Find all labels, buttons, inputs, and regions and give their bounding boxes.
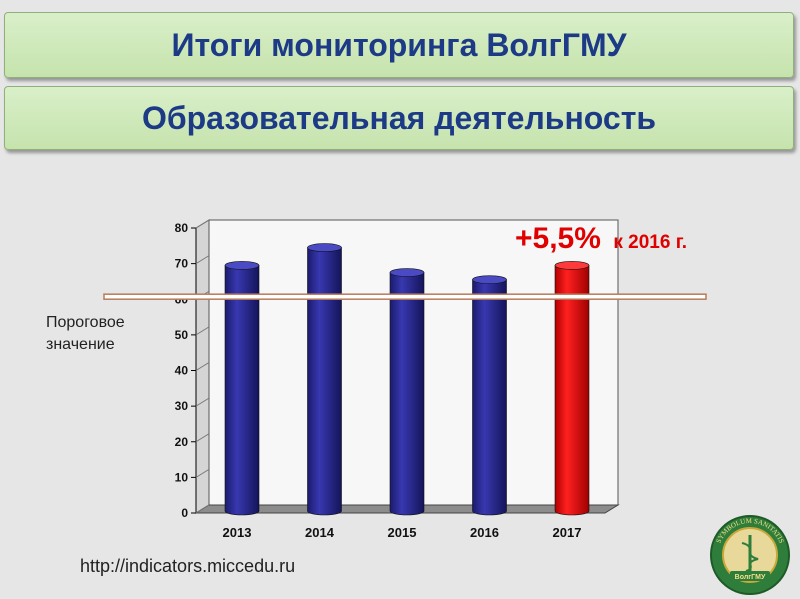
y-gridstub (195, 433, 210, 443)
x-axis: 2013 2014 2015 2016 2017 (223, 525, 582, 540)
bars-group (224, 243, 590, 516)
subtitle-banner: Образовательная деятельность (4, 86, 794, 150)
y-gridstub (195, 326, 210, 336)
bar-2016 (472, 275, 507, 516)
y-gridstub (195, 468, 210, 478)
y-gridstub (195, 397, 210, 407)
bar-top (472, 275, 507, 284)
bar-body (472, 279, 507, 516)
bar-body (224, 265, 260, 516)
x-tick-label: 2014 (305, 525, 335, 540)
source-url[interactable]: http://indicators.miccedu.ru (80, 556, 296, 576)
bar-2013 (224, 261, 260, 516)
bar-2014 (307, 243, 342, 516)
bar-body (389, 272, 425, 516)
y-tick-label: 0 (181, 506, 188, 520)
title-banner: Итоги мониторинга ВолгГМУ (4, 12, 794, 78)
university-emblem: ВолгГМУ SYMBOLUM SANITATIS (710, 515, 790, 595)
growth-suffix: к 2016 г. (613, 232, 687, 253)
growth-annotation: +5,5% к 2016 г. (515, 222, 687, 255)
slide-subtitle: Образовательная деятельность (141, 100, 657, 136)
growth-value: +5,5% (515, 222, 601, 255)
y-gridstub (195, 255, 210, 265)
bar-top (307, 243, 342, 252)
bar-top (224, 261, 260, 270)
y-tick-label: 70 (175, 257, 189, 271)
bar-body (307, 247, 342, 516)
bar-body (554, 265, 590, 516)
y-tick-label: 40 (175, 364, 189, 378)
emblem-label: ВолгГМУ (735, 574, 766, 581)
x-tick-label: 2016 (470, 525, 499, 540)
y-gridstub (195, 504, 210, 514)
bar-top (389, 268, 425, 277)
threshold-label-line1: Пороговое (46, 314, 125, 331)
threshold-label: Пороговое значение (46, 312, 156, 356)
bar-2017 (554, 261, 590, 516)
y-tick-label: 30 (175, 399, 189, 413)
bar-top (554, 261, 590, 270)
y-tick-label: 20 (175, 435, 189, 449)
threshold-line-group (103, 293, 707, 300)
y-tick-label: 50 (175, 328, 189, 342)
y-gridstub (195, 219, 210, 229)
x-tick-label: 2017 (553, 525, 582, 540)
threshold-label-line2: значение (46, 336, 115, 353)
threshold-line (103, 293, 707, 300)
x-tick-label: 2013 (223, 525, 252, 540)
slide-title: Итоги мониторинга ВолгГМУ (171, 27, 627, 63)
x-tick-label: 2015 (388, 525, 417, 540)
y-gridstub (195, 362, 210, 371)
y-tick-label: 80 (175, 221, 189, 235)
bar-2015 (389, 268, 425, 516)
y-tick-label: 10 (175, 470, 189, 484)
